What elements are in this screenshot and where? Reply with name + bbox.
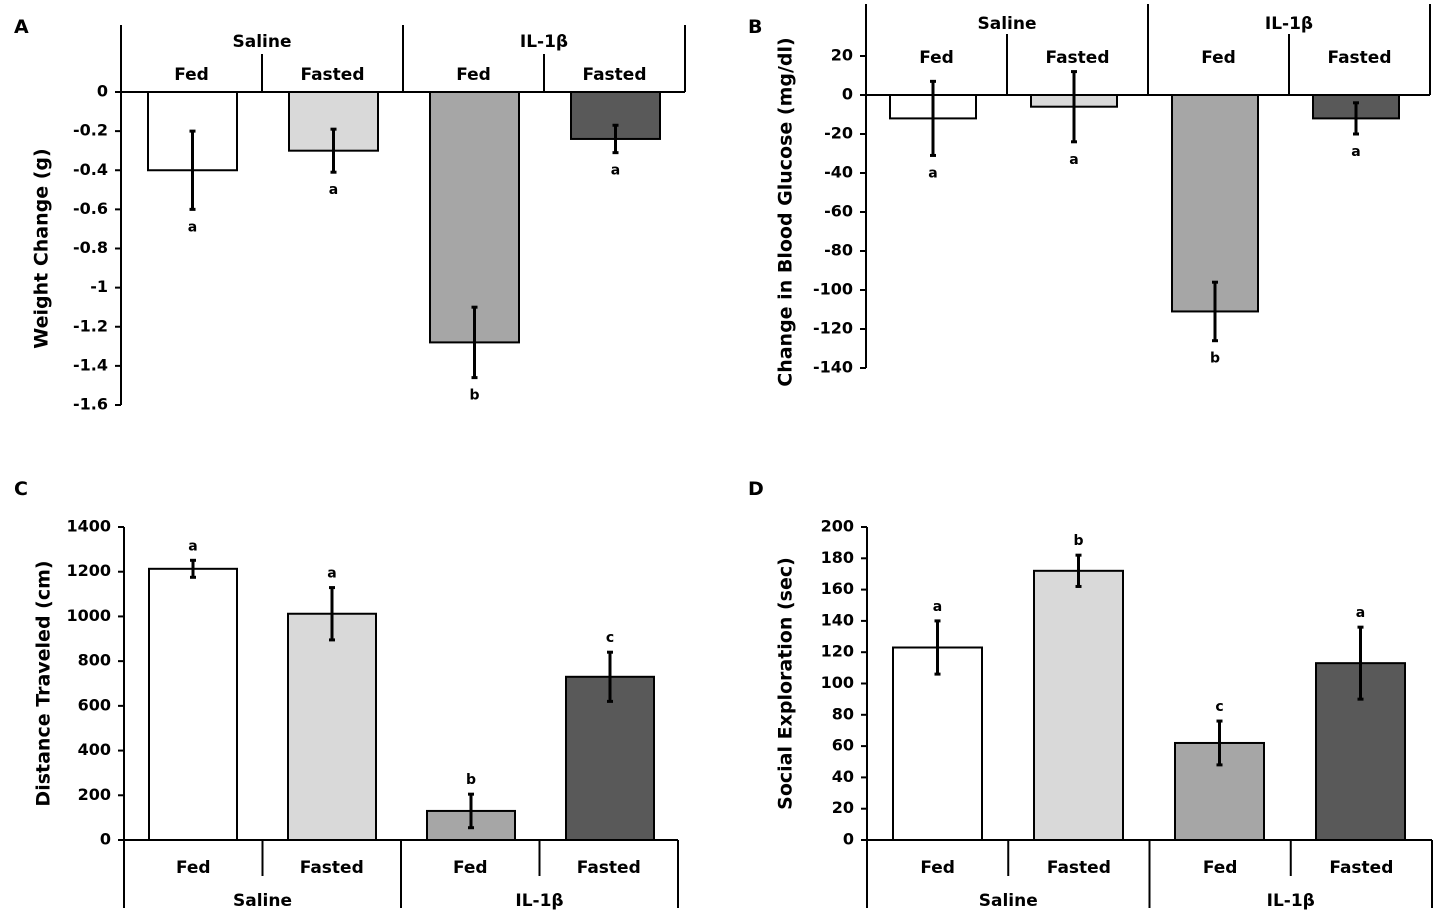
group-label: Saline	[233, 891, 292, 911]
significance-letter: a	[1069, 152, 1078, 168]
significance-letter: a	[188, 538, 197, 554]
y-tick-label: -0.8	[73, 238, 108, 257]
y-tick-label: 80	[832, 704, 854, 723]
panel-a: A Weight Change (g) 0 -0.2 -0.4 -0.6 -0.8 -1 -1.…	[14, 16, 686, 414]
condition-label: Fed	[1203, 858, 1238, 878]
group-label: IL-1β	[1265, 14, 1313, 34]
bar	[1033, 569, 1124, 841]
y-tick-label: 0	[100, 830, 111, 849]
condition-label: Fasted	[300, 65, 364, 85]
y-tick-label: -140	[813, 358, 853, 377]
y-tick-label: -60	[824, 202, 853, 221]
condition-label: Fasted	[1329, 858, 1393, 878]
y-tick-label: 100	[821, 673, 854, 692]
panel-letter: D	[748, 478, 764, 500]
y-tick-label: 120	[821, 642, 854, 661]
y-axis-title: Social Exploration (sec)	[775, 557, 797, 810]
condition-label: Fasted	[577, 858, 641, 878]
y-tick-label: -120	[813, 319, 853, 338]
y-tick-label: 200	[821, 517, 854, 536]
panel-d: D Social Exploration (sec) 0 20 40 60 80 100 120…	[748, 478, 1433, 911]
y-tick-label: 1000	[66, 606, 111, 625]
group-label: Saline	[979, 891, 1038, 911]
y-axis-title: Distance Traveled (cm)	[33, 560, 55, 806]
condition-label: Fed	[176, 858, 211, 878]
bar	[565, 675, 655, 841]
significance-letter: c	[606, 630, 614, 646]
group-label: Saline	[232, 32, 291, 52]
y-tick-label: 180	[821, 548, 854, 567]
y-tick-label: 160	[821, 579, 854, 598]
y-tick-label: -1.2	[73, 316, 108, 335]
significance-letter: b	[1073, 533, 1083, 549]
condition-label: Fed	[1201, 48, 1236, 68]
condition-label: Fed	[453, 858, 488, 878]
significance-letter: b	[1210, 351, 1220, 367]
y-tick-label: 1400	[66, 517, 111, 536]
significance-letter: a	[327, 566, 336, 582]
condition-label: Fasted	[1045, 48, 1109, 68]
significance-letter: a	[1356, 605, 1365, 621]
condition-label: Fed	[919, 48, 954, 68]
significance-letter: a	[1351, 144, 1360, 160]
significance-letter: a	[611, 163, 620, 179]
y-tick-label: -0.4	[73, 160, 108, 179]
bar	[892, 646, 983, 841]
condition-label: Fasted	[582, 65, 646, 85]
significance-letter: c	[1215, 699, 1223, 715]
y-tick-label: 1200	[66, 561, 111, 580]
y-tick-label: 140	[821, 610, 854, 629]
group-label: IL-1β	[515, 891, 563, 911]
y-tick-label: -100	[813, 280, 853, 299]
y-tick-label: -0.2	[73, 121, 108, 140]
panel-letter: A	[14, 16, 29, 38]
y-tick-label: -1.4	[73, 355, 108, 374]
y-tick-label: 0	[843, 830, 854, 849]
y-tick-label: -80	[824, 241, 853, 260]
y-tick-label: 600	[78, 695, 111, 714]
bar	[429, 91, 520, 344]
group-label: IL-1β	[1267, 891, 1315, 911]
condition-label: Fasted	[300, 858, 364, 878]
y-tick-label: 800	[78, 651, 111, 670]
significance-letter: a	[329, 182, 338, 198]
condition-label: Fasted	[1047, 858, 1111, 878]
y-tick-label: 0	[97, 82, 108, 101]
y-tick-label: -1.6	[73, 395, 108, 414]
significance-letter: a	[188, 219, 197, 235]
significance-letter: b	[469, 388, 479, 404]
panel-c: C Distance Traveled (cm) 0 200 400 600 800 1000…	[14, 478, 679, 911]
y-axis-title: Change in Blood Glucose (mg/dl)	[775, 37, 797, 386]
y-tick-label: 0	[842, 85, 853, 104]
significance-letter: a	[928, 165, 937, 181]
y-tick-label: 20	[831, 46, 853, 65]
significance-letter: b	[466, 772, 476, 788]
y-tick-label: -20	[824, 124, 853, 143]
panel-letter: B	[748, 16, 762, 38]
y-tick-label: -1	[90, 277, 108, 296]
y-tick-label: 400	[78, 740, 111, 759]
y-tick-label: 40	[832, 767, 854, 786]
group-label: Saline	[977, 14, 1036, 34]
y-tick-label: -40	[824, 163, 853, 182]
y-tick-label: -0.6	[73, 199, 108, 218]
y-tick-label: 20	[832, 798, 854, 817]
panel-letter: C	[14, 478, 28, 500]
bar	[1171, 94, 1259, 313]
y-tick-label: 60	[832, 736, 854, 755]
y-tick-label: 200	[78, 785, 111, 804]
condition-label: Fed	[456, 65, 491, 85]
panel-b: B Change in Blood Glucose (mg/dl) 20 0 -20 -4…	[748, 4, 1431, 387]
y-axis-title: Weight Change (g)	[31, 148, 53, 348]
bar	[148, 567, 238, 841]
condition-label: Fed	[920, 858, 955, 878]
significance-letter: a	[933, 599, 942, 615]
bar	[287, 612, 377, 842]
condition-label: Fed	[174, 65, 209, 85]
condition-label: Fasted	[1327, 48, 1391, 68]
group-label: IL-1β	[520, 32, 568, 52]
